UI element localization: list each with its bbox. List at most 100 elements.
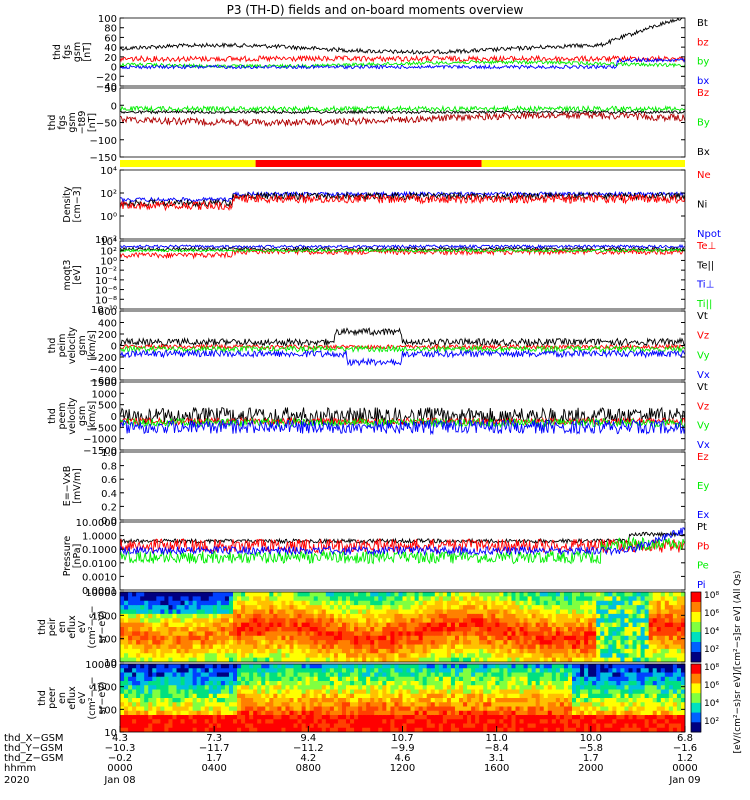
- heatmap-cell: [580, 644, 585, 650]
- heatmap-cell: [216, 644, 222, 650]
- heatmap-cell: [285, 613, 291, 619]
- heatmap-cell: [297, 715, 303, 720]
- heatmap-cell: [656, 592, 662, 597]
- heatmap-cell: [325, 685, 331, 691]
- heatmap-cell: [531, 723, 537, 729]
- heatmap-cell: [120, 685, 125, 691]
- heatmap-cell: [370, 719, 375, 725]
- heatmap-cell: [438, 600, 444, 606]
- x-axis-tick-label: −11.2: [293, 743, 324, 754]
- colorbar-segment: [691, 664, 701, 675]
- heatmap-cell: [430, 715, 436, 720]
- heatmap-cell: [124, 723, 129, 729]
- heatmap-cell: [604, 693, 609, 699]
- heatmap-cell: [616, 710, 622, 716]
- heatmap-cell: [471, 681, 476, 686]
- heatmap-cell: [362, 609, 367, 615]
- heatmap-cell: [233, 640, 238, 646]
- heatmap-cell: [543, 685, 549, 691]
- heatmap-cell: [317, 635, 323, 641]
- heatmap-cell: [394, 668, 400, 674]
- heatmap-cell: [313, 627, 319, 632]
- series-line-Vy: [120, 417, 685, 429]
- heatmap-cell: [164, 693, 170, 699]
- heatmap-cell: [592, 657, 597, 662]
- heatmap-cell: [543, 664, 549, 669]
- heatmap-cell: [479, 635, 484, 641]
- heatmap-cell: [543, 689, 549, 695]
- heatmap-cell: [233, 631, 238, 637]
- heatmap-cell: [370, 668, 375, 674]
- heatmap-cell: [547, 648, 553, 654]
- heatmap-cell: [632, 702, 638, 708]
- heatmap-cell: [479, 618, 484, 624]
- heatmap-cell: [136, 664, 141, 669]
- heatmap-cell: [519, 627, 525, 632]
- legend-entry: By: [697, 118, 710, 129]
- heatmap-cell: [680, 702, 685, 708]
- heatmap-cell: [499, 627, 504, 632]
- heatmap-cell: [245, 702, 250, 708]
- heatmap-cell: [479, 657, 484, 662]
- heatmap-cell: [547, 653, 553, 659]
- heatmap-cell: [390, 715, 396, 720]
- heatmap-cell: [192, 706, 198, 712]
- heatmap-cell: [624, 635, 630, 641]
- heatmap-cell: [350, 723, 355, 729]
- heatmap-cell: [192, 710, 198, 716]
- heatmap-cell: [144, 723, 149, 729]
- heatmap-cell: [547, 689, 553, 695]
- heatmap-cell: [261, 698, 266, 703]
- heatmap-cell: [305, 706, 311, 712]
- heatmap-cell: [257, 592, 262, 597]
- heatmap-cell: [394, 681, 400, 686]
- heatmap-cell: [293, 719, 299, 725]
- heatmap-cell: [325, 668, 331, 674]
- heatmap-cell: [172, 715, 178, 720]
- heatmap-cell: [438, 672, 444, 678]
- heatmap-cell: [144, 685, 149, 691]
- heatmap-cell: [277, 644, 283, 650]
- heatmap-cell: [499, 710, 504, 716]
- heatmap-cell: [257, 605, 262, 611]
- heatmap-cell: [620, 596, 626, 602]
- heatmap-cell: [220, 657, 226, 662]
- heatmap-cell: [495, 689, 500, 695]
- heatmap-cell: [640, 622, 646, 628]
- heatmap-cell: [620, 622, 626, 628]
- heatmap-cell: [495, 698, 500, 703]
- heatmap-cell: [293, 613, 299, 619]
- heatmap-cell: [559, 672, 565, 678]
- heatmap-cell: [446, 681, 452, 686]
- heatmap-cell: [644, 706, 650, 712]
- heatmap-cell: [196, 710, 202, 716]
- heatmap-cell: [249, 631, 254, 637]
- heatmap-cell: [487, 672, 492, 678]
- heatmap-cell: [648, 613, 654, 619]
- heatmap-cell: [337, 710, 343, 716]
- heatmap-cell: [636, 672, 642, 678]
- heatmap-cell: [200, 706, 206, 712]
- heatmap-cell: [660, 723, 666, 729]
- heatmap-cell: [313, 702, 319, 708]
- heatmap-cell: [160, 676, 165, 682]
- heatmap-cell: [341, 681, 347, 686]
- heatmap-cell: [628, 676, 634, 682]
- heatmap-cell: [596, 672, 601, 678]
- heatmap-cell: [507, 657, 513, 662]
- heatmap-cell: [515, 710, 521, 716]
- heatmap-cell: [414, 592, 420, 597]
- heatmap-cell: [418, 698, 424, 703]
- heatmap-cell: [422, 723, 428, 729]
- heatmap-cell: [309, 618, 315, 624]
- heatmap-cell: [471, 723, 476, 729]
- heatmap-cell: [358, 681, 363, 686]
- heatmap-cell: [446, 723, 452, 729]
- heatmap-cell: [366, 676, 371, 682]
- heatmap-cell: [640, 644, 646, 650]
- heatmap-cell: [479, 653, 484, 659]
- heatmap-cell: [208, 613, 214, 619]
- heatmap-cell: [212, 706, 218, 712]
- heatmap-cell: [680, 685, 685, 691]
